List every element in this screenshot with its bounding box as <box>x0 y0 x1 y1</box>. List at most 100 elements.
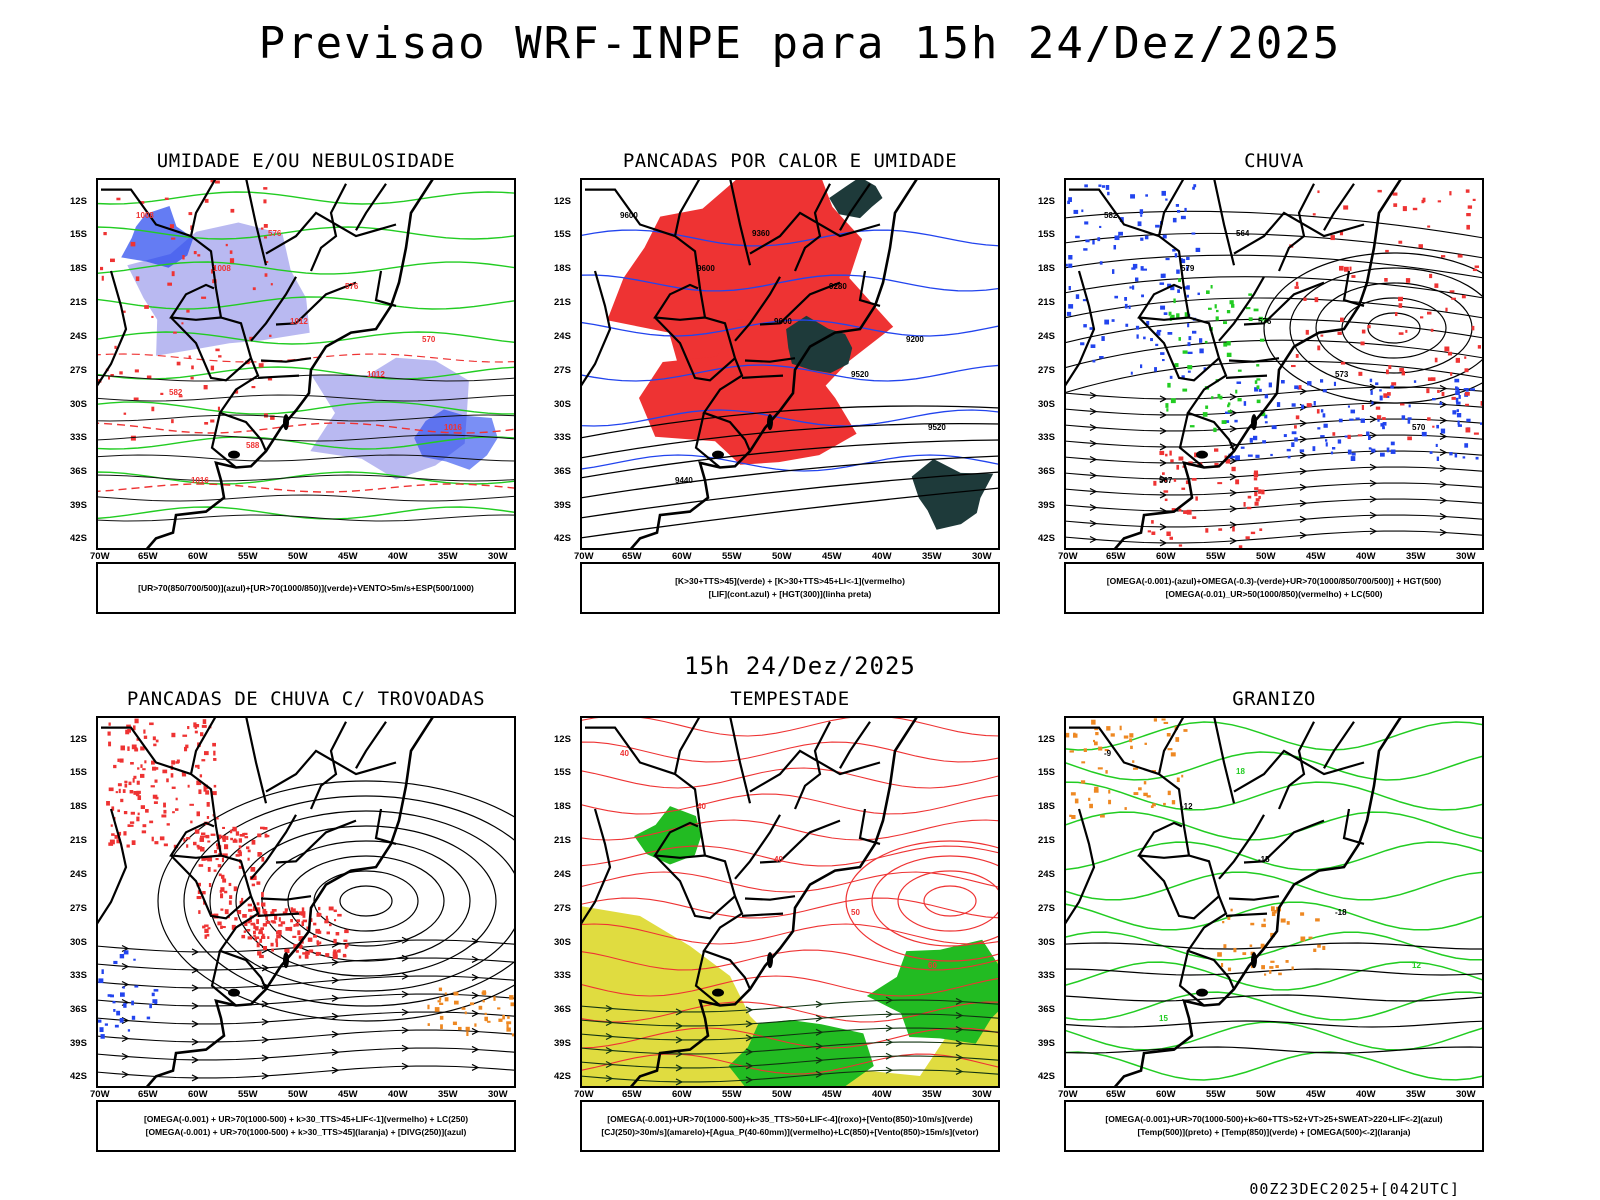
speckle <box>194 730 198 734</box>
speckle <box>298 955 302 959</box>
speckle <box>196 844 200 848</box>
speckle <box>1298 385 1302 390</box>
speckle <box>439 1015 444 1020</box>
speckle <box>343 939 348 942</box>
speckle <box>1163 721 1169 724</box>
border-line <box>673 716 752 990</box>
speckle <box>172 811 175 814</box>
speckle <box>1297 386 1300 390</box>
speckle <box>202 719 207 724</box>
border-line <box>580 270 612 388</box>
speckle <box>458 1026 462 1031</box>
contour-label: 567 <box>1159 476 1173 485</box>
flow-arrow <box>1369 399 1378 407</box>
speckle <box>1430 328 1434 332</box>
speckle <box>1178 544 1183 547</box>
contour-line <box>1064 841 1484 871</box>
contour-label: 1016 <box>444 423 462 432</box>
lon-tick-label: 30W <box>972 551 992 562</box>
speckle <box>1398 303 1403 308</box>
lat-tick-label: 18S <box>554 801 571 813</box>
streamline <box>845 840 1000 962</box>
speckle <box>1320 435 1325 438</box>
speckle <box>129 790 134 794</box>
speckle <box>1184 207 1187 212</box>
speckle <box>1449 452 1453 456</box>
lon-tick-label: 45W <box>338 551 358 562</box>
panel-title: TEMPESTADE <box>730 688 850 710</box>
speckle <box>261 933 265 939</box>
speckle <box>99 1027 104 1033</box>
panel-legend: [UR>70(850/700/500)](azul)+[UR>70(1000/8… <box>96 562 516 614</box>
speckle <box>453 991 459 996</box>
speckle <box>197 890 201 895</box>
speckle <box>264 273 268 277</box>
legend-line: [OMEGA(-0.001) + UR>70(1000-500) + k>30_… <box>143 1114 469 1124</box>
speckle <box>1234 419 1238 423</box>
shaded-area <box>121 206 194 268</box>
streamline <box>96 975 516 989</box>
speckle <box>1172 249 1176 252</box>
speckle <box>196 811 200 817</box>
speckle <box>1439 401 1443 405</box>
speckle <box>267 936 270 939</box>
contour-line <box>1064 871 1484 901</box>
speckle <box>1474 265 1480 268</box>
border-line <box>858 270 881 307</box>
map-frame <box>1064 178 1484 550</box>
contour-line <box>580 405 1000 439</box>
contour-label: -9 <box>1104 749 1112 758</box>
speckle <box>133 791 138 795</box>
lon-tick-label: 30W <box>488 551 508 562</box>
speckle <box>1164 498 1168 502</box>
flow-arrow <box>261 1000 270 1008</box>
speckle <box>1075 294 1080 299</box>
speckle <box>262 910 265 914</box>
lat-tick-label: 33S <box>1038 970 1055 982</box>
speckle <box>1436 424 1439 429</box>
speckle <box>1186 285 1190 290</box>
coastline <box>1113 716 1414 1088</box>
speckle <box>265 920 271 924</box>
speckle <box>127 746 130 751</box>
speckle <box>120 745 125 751</box>
speckle <box>162 769 168 774</box>
speckle <box>123 950 129 955</box>
speckle <box>126 844 130 848</box>
speckle <box>167 282 172 286</box>
speckle <box>1248 293 1252 296</box>
speckle <box>482 1000 485 1003</box>
speckle <box>160 392 164 395</box>
speckle <box>123 412 127 415</box>
speckle <box>1447 351 1453 356</box>
flow-arrow <box>261 1054 270 1062</box>
speckle <box>1382 417 1386 420</box>
speckle <box>210 419 215 423</box>
speckle <box>207 857 213 862</box>
speckle <box>465 1026 470 1031</box>
speckle <box>1466 213 1471 217</box>
speckle <box>1132 760 1135 763</box>
flow-arrow <box>191 1002 200 1010</box>
contour-line <box>1064 721 1484 751</box>
speckle <box>256 881 261 885</box>
speckle <box>107 731 111 736</box>
speckle <box>204 934 207 939</box>
lat-tick-label: 27S <box>1038 364 1055 376</box>
speckle <box>1147 530 1151 533</box>
speckle <box>1194 452 1198 458</box>
lat-tick-label: 36S <box>1038 466 1055 478</box>
flow-arrow <box>1439 528 1448 537</box>
speckle <box>1178 508 1182 512</box>
lagoon <box>767 414 773 431</box>
contour-line <box>580 1053 1000 1075</box>
speckle <box>120 798 124 803</box>
lon-tick-label: 65W <box>1106 1089 1126 1100</box>
contour-line <box>96 474 516 482</box>
flow-arrow <box>331 976 340 984</box>
speckle <box>497 1007 501 1010</box>
speckle <box>1355 417 1360 420</box>
border-line <box>355 183 387 231</box>
speckle <box>224 844 228 848</box>
